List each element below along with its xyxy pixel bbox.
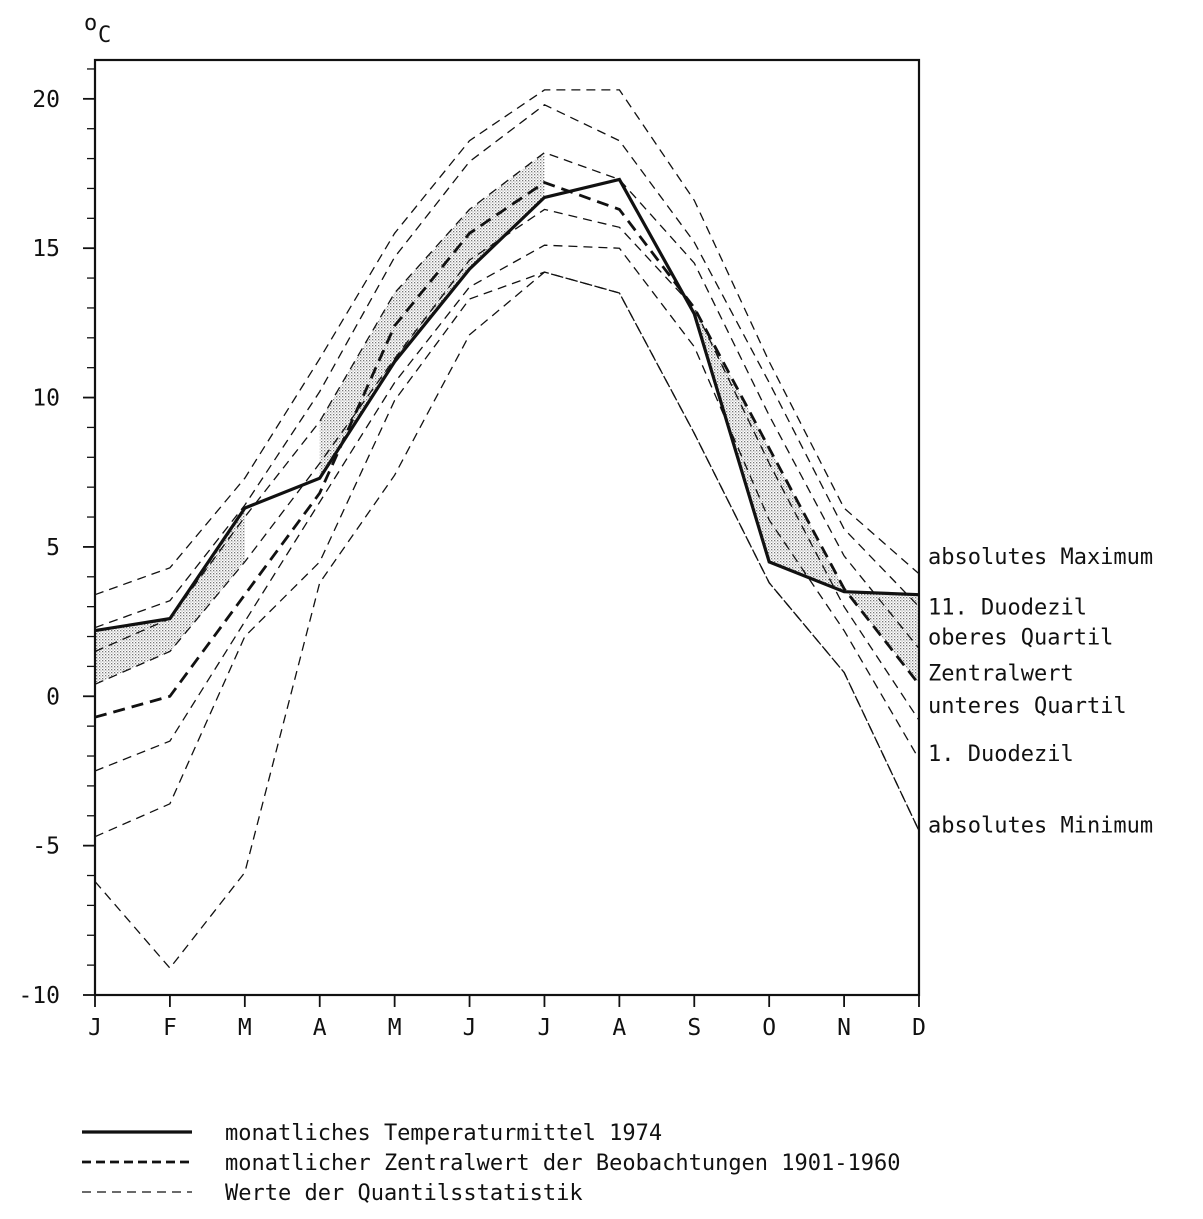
x-tick-label: S bbox=[687, 1015, 701, 1041]
quantile-label: oberes Quartil bbox=[928, 626, 1113, 651]
quantile-label: Zentralwert bbox=[928, 661, 1074, 686]
x-tick-label: M bbox=[388, 1015, 402, 1041]
y-tick-label: -10 bbox=[18, 983, 60, 1009]
quantile-label: 1. Duodezil bbox=[928, 742, 1074, 767]
y-tick-label: 0 bbox=[46, 684, 60, 710]
x-tick-label: D bbox=[912, 1015, 926, 1041]
legend-label: monatliches Temperaturmittel 1974 bbox=[225, 1121, 662, 1146]
series-line-abs-max bbox=[94, 89, 920, 596]
y-tick-label: -5 bbox=[32, 834, 60, 860]
shaded-band-3 bbox=[694, 307, 919, 685]
axes: 20 15 10 5 0 -5 -10 J F M A M J J A S O N D bbox=[18, 58, 926, 1041]
x-tick-label: N bbox=[837, 1015, 851, 1041]
shaded-band-2 bbox=[319, 152, 545, 479]
series-line-mean-1974 bbox=[94, 177, 920, 633]
quantile-label: 11. Duodezil bbox=[928, 596, 1087, 621]
y-tick-label: 10 bbox=[32, 386, 60, 412]
series-line-median bbox=[94, 180, 921, 719]
x-tick-label: O bbox=[762, 1015, 776, 1041]
x-tick-label: J bbox=[538, 1015, 552, 1041]
x-tick-label: J bbox=[88, 1015, 102, 1041]
x-tick-label: M bbox=[238, 1015, 252, 1041]
series-line-abs-min bbox=[94, 271, 920, 838]
quantile-label: unteres Quartil bbox=[928, 694, 1127, 719]
unit-label: C bbox=[98, 23, 111, 48]
y-tick-label: 15 bbox=[32, 236, 60, 262]
unit-degree-mark: o bbox=[84, 11, 97, 36]
shaded-band-1 bbox=[95, 508, 245, 685]
legend-label: monatlicher Zentralwert der Beobachtunge… bbox=[225, 1151, 901, 1176]
quantile-label: absolutes Minimum bbox=[928, 814, 1153, 839]
series-line-abs-min-low bbox=[94, 271, 920, 970]
series-line-d1 bbox=[94, 244, 920, 772]
x-tick-label: F bbox=[163, 1015, 177, 1041]
series-line-q3 bbox=[94, 151, 920, 653]
legend-label: Werte der Quantilsstatistik bbox=[225, 1181, 583, 1206]
y-tick-label: 5 bbox=[46, 535, 60, 561]
series-line-d11 bbox=[94, 104, 920, 629]
x-tick-label: A bbox=[313, 1015, 327, 1041]
shaded-bands bbox=[95, 152, 919, 685]
x-tick-label: J bbox=[463, 1015, 477, 1041]
series-lines bbox=[94, 89, 921, 970]
plot-frame bbox=[93, 58, 921, 997]
legend: monatliches Temperaturmittel 1974 monatli… bbox=[82, 1121, 901, 1206]
quantile-label: absolutes Maximum bbox=[928, 545, 1153, 570]
y-tick-label: 20 bbox=[32, 87, 60, 113]
x-tick-label: A bbox=[612, 1015, 626, 1041]
